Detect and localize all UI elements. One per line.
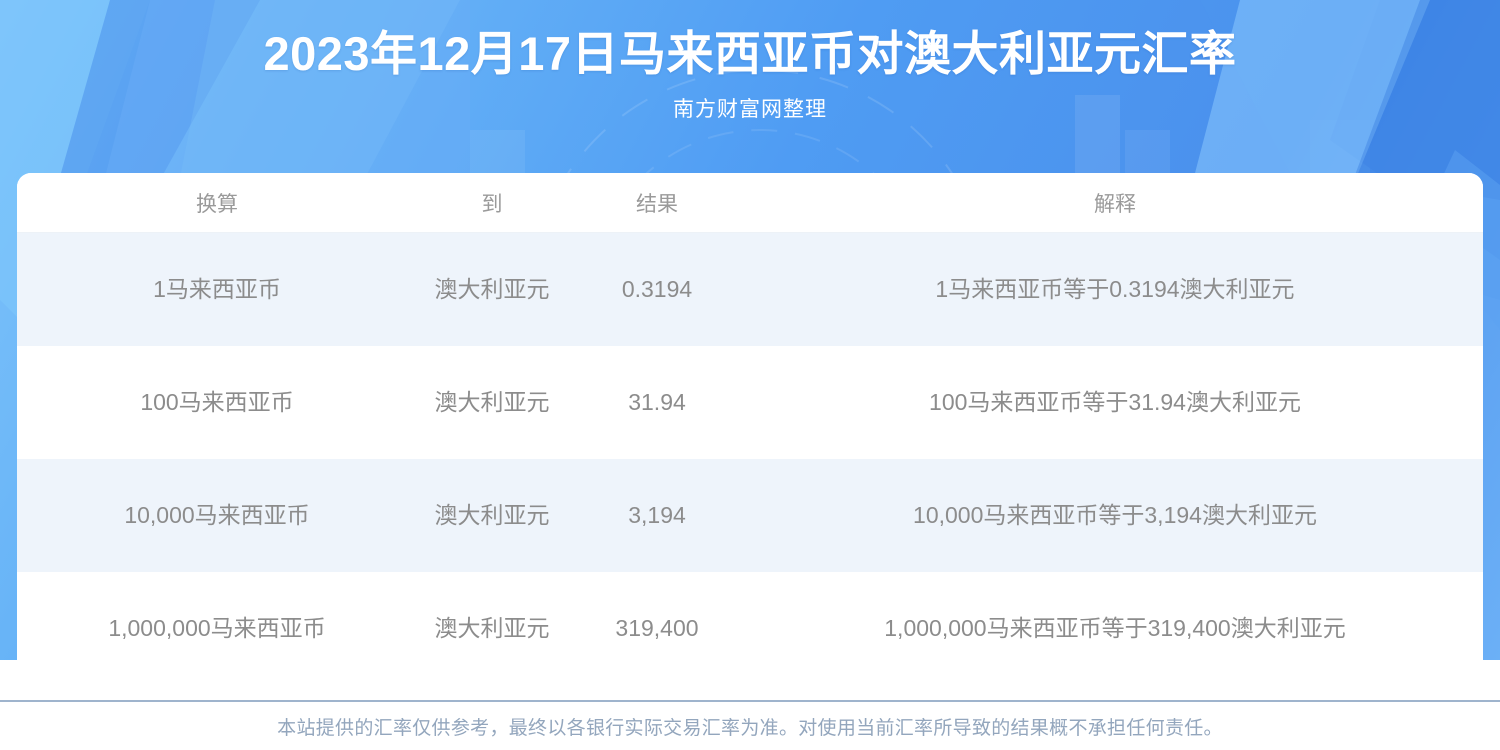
cell-result: 31.94 (567, 346, 747, 459)
cell-to: 澳大利亚元 (417, 459, 567, 572)
footer-disclaimer: 本站提供的汇率仅供参考，最终以各银行实际交易汇率为准。对使用当前汇率所导致的结果… (277, 718, 1223, 739)
table-row: 100马来西亚币 澳大利亚元 31.94 100马来西亚币等于31.94澳大利亚… (17, 346, 1483, 459)
cell-from: 1,000,000马来西亚币 (17, 572, 417, 685)
cell-to: 澳大利亚元 (417, 346, 567, 459)
table-row: 1马来西亚币 澳大利亚元 0.3194 1马来西亚币等于0.3194澳大利亚元 (17, 232, 1483, 346)
column-header-result: 结果 (567, 173, 747, 233)
cell-from: 10,000马来西亚币 (17, 459, 417, 572)
column-header-convert: 换算 (17, 173, 417, 233)
cell-explanation: 1马来西亚币等于0.3194澳大利亚元 (747, 232, 1483, 346)
footer-divider (0, 700, 1500, 702)
column-header-explanation: 解释 (747, 173, 1483, 233)
page-subtitle: 南方财富网整理 (673, 98, 827, 122)
cell-from: 1马来西亚币 (17, 232, 417, 346)
cell-result: 0.3194 (567, 232, 747, 346)
cell-result: 3,194 (567, 459, 747, 572)
cell-to: 澳大利亚元 (417, 572, 567, 685)
cell-explanation: 1,000,000马来西亚币等于319,400澳大利亚元 (747, 572, 1483, 685)
cell-result: 319,400 (567, 572, 747, 685)
table-body: 1马来西亚币 澳大利亚元 0.3194 1马来西亚币等于0.3194澳大利亚元 … (17, 232, 1483, 685)
table-header-row: 换算 到 结果 解释 (17, 173, 1483, 233)
table-row: 1,000,000马来西亚币 澳大利亚元 319,400 1,000,000马来… (17, 572, 1483, 685)
rates-card: S 南方财富网 outhmoney.com 换算 到 结果 解释 1马来西亚币 … (17, 173, 1483, 686)
cell-from: 100马来西亚币 (17, 346, 417, 459)
table-row: 10,000马来西亚币 澳大利亚元 3,194 10,000马来西亚币等于3,1… (17, 459, 1483, 572)
exchange-rate-table: 换算 到 结果 解释 1马来西亚币 澳大利亚元 0.3194 1马来西亚币等于0… (17, 173, 1483, 685)
column-header-to: 到 (417, 173, 567, 233)
cell-to: 澳大利亚元 (417, 232, 567, 346)
page-title: 2023年12月17日马来西亚币对澳大利亚元汇率 (263, 27, 1237, 80)
page-header: 2023年12月17日马来西亚币对澳大利亚元汇率 南方财富网整理 (0, 0, 1500, 173)
cell-explanation: 100马来西亚币等于31.94澳大利亚元 (747, 346, 1483, 459)
cell-explanation: 10,000马来西亚币等于3,194澳大利亚元 (747, 459, 1483, 572)
table-header: 换算 到 结果 解释 (17, 173, 1483, 233)
